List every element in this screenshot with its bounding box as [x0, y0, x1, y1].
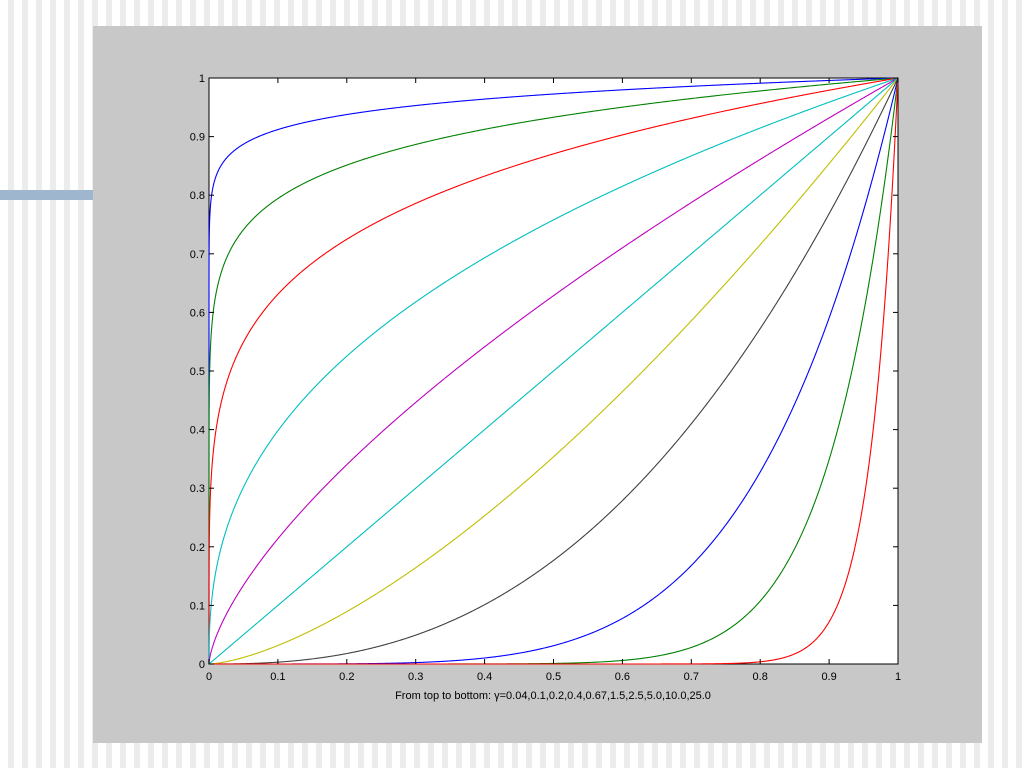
x-tick-label: 0.5	[546, 671, 561, 683]
x-tick-label: 0.7	[684, 671, 699, 683]
x-tick-label: 0.2	[339, 671, 354, 683]
y-tick-label: 0.5	[190, 366, 205, 378]
y-axis: 0 0.1 0.2 0.3 0.4 0.5 0.6 0.7 0.8 0.9 1	[190, 73, 898, 671]
y-tick-label: 0.6	[190, 307, 205, 319]
y-tick-label: 1	[199, 73, 205, 85]
y-tick-label: 0	[199, 659, 205, 671]
y-tick-label: 0.1	[190, 600, 205, 612]
x-tick-label: 0	[206, 671, 212, 683]
y-tick-label: 0.2	[190, 542, 205, 554]
y-tick-label: 0.7	[190, 249, 205, 261]
x-tick-label: 0.8	[753, 671, 768, 683]
x-tick-label: 0.3	[408, 671, 423, 683]
slide-accent-bar	[0, 190, 94, 200]
x-axis-label: From top to bottom: γ=0.04,0.1,0.2,0.4,0…	[395, 690, 711, 702]
curve-gamma-25	[209, 77, 899, 665]
x-tick-label: 0.1	[270, 671, 285, 683]
curve-group	[208, 77, 899, 665]
x-axis: 0 0.1 0.2 0.3 0.4 0.5 0.6 0.7 0.8 0.9 1	[206, 78, 901, 683]
curve-gamma-1_5	[209, 77, 899, 665]
x-tick-label: 0.9	[821, 671, 836, 683]
x-tick-label: 0.4	[477, 671, 492, 683]
curve-gamma-0_2	[208, 77, 899, 664]
curve-gamma-0_04	[208, 77, 899, 664]
y-tick-label: 0.3	[190, 483, 205, 495]
y-tick-label: 0.4	[190, 425, 205, 437]
curve-gamma-0_67	[208, 77, 899, 664]
curve-gamma-1	[208, 77, 899, 665]
x-tick-label: 0.6	[615, 671, 630, 683]
y-tick-label: 0.8	[190, 190, 205, 202]
curve-gamma-0_4	[208, 77, 899, 664]
x-tick-label: 1	[895, 671, 901, 683]
y-tick-label: 0.9	[190, 132, 205, 144]
curve-gamma-0_1	[208, 77, 899, 664]
slide-background-stripes	[0, 0, 100, 768]
